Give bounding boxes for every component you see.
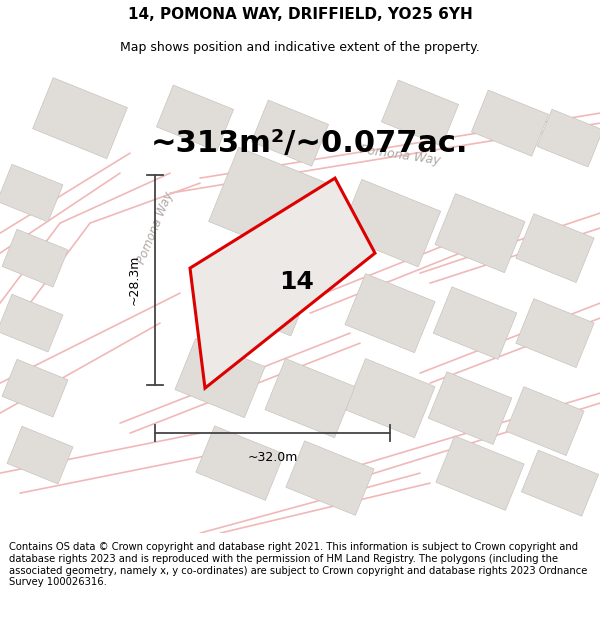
Polygon shape: [251, 100, 329, 166]
Polygon shape: [157, 85, 233, 151]
Polygon shape: [175, 339, 265, 418]
Text: Map shows position and indicative extent of the property.: Map shows position and indicative extent…: [120, 41, 480, 54]
Polygon shape: [217, 251, 313, 336]
Text: Pomona Way: Pomona Way: [134, 190, 175, 266]
Polygon shape: [521, 450, 599, 516]
Text: Pomona Way: Pomona Way: [359, 143, 441, 168]
Polygon shape: [345, 359, 435, 438]
Polygon shape: [428, 372, 512, 444]
Polygon shape: [537, 109, 600, 167]
Polygon shape: [7, 426, 73, 484]
Text: ~32.0m: ~32.0m: [247, 451, 298, 464]
Text: 14: 14: [279, 270, 314, 294]
Polygon shape: [340, 179, 440, 267]
Polygon shape: [382, 80, 458, 146]
Polygon shape: [0, 164, 63, 222]
Polygon shape: [433, 287, 517, 359]
Polygon shape: [190, 178, 375, 388]
Polygon shape: [516, 214, 594, 282]
Polygon shape: [2, 229, 68, 287]
Polygon shape: [286, 441, 374, 516]
Polygon shape: [265, 359, 355, 438]
Polygon shape: [516, 299, 594, 368]
Polygon shape: [209, 148, 331, 259]
Text: 14, POMONA WAY, DRIFFIELD, YO25 6YH: 14, POMONA WAY, DRIFFIELD, YO25 6YH: [128, 7, 472, 22]
Polygon shape: [196, 426, 284, 501]
Polygon shape: [435, 194, 525, 272]
Polygon shape: [506, 387, 584, 456]
Polygon shape: [0, 294, 63, 352]
Text: ~313m²/~0.077ac.: ~313m²/~0.077ac.: [151, 129, 469, 158]
Polygon shape: [472, 90, 548, 156]
Polygon shape: [32, 78, 127, 159]
Polygon shape: [436, 436, 524, 511]
Text: Contains OS data © Crown copyright and database right 2021. This information is : Contains OS data © Crown copyright and d…: [9, 542, 587, 587]
Polygon shape: [345, 274, 435, 352]
Text: ~28.3m: ~28.3m: [128, 255, 141, 305]
Polygon shape: [2, 359, 68, 417]
